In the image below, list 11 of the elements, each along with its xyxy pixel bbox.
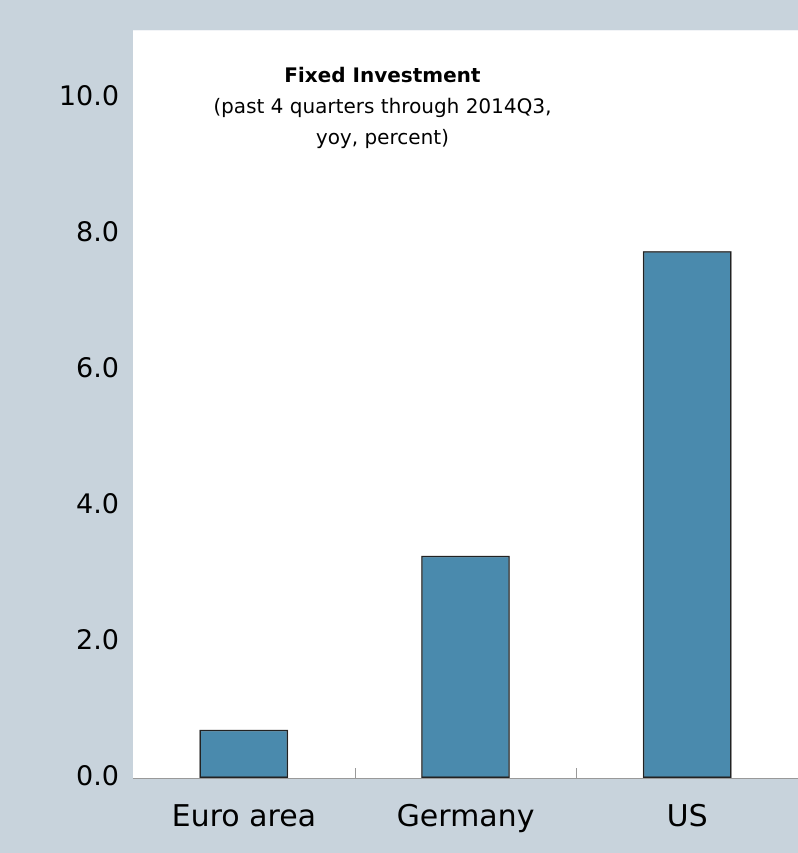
text: (past 4 quarters through 2014Q3, yoy, percent) [213,94,552,150]
y-tick-label: 2.0 [76,625,119,656]
y-tick-label: 8.0 [76,217,119,248]
y-tick-label: 10.0 [58,81,119,112]
x-tick-label: Germany [396,798,534,834]
text: Fixed Investment [284,63,481,88]
y-tick-label: 6.0 [76,353,119,384]
x-tick-label: US [666,798,708,834]
y-tick-label: 0.0 [76,761,119,792]
x-tick-label: Euro area [172,798,316,834]
y-tick-label: 4.0 [76,489,119,520]
